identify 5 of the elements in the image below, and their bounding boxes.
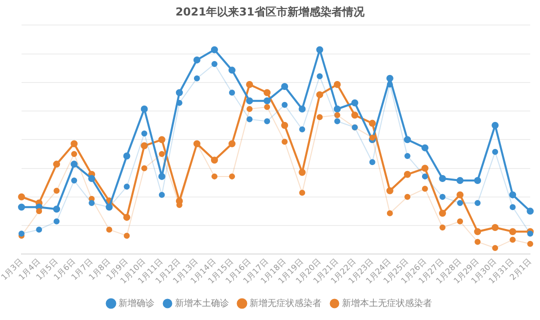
chart-title: 2021年以来31省区市新增感染者情况 [176,5,366,18]
legend-label: 新增无症状感染者 [250,298,322,309]
legend-label: 新增本土确诊 [175,298,229,309]
legend-label: 新增确诊 [118,298,154,309]
legend-label: 新增本土无症状感染者 [342,298,432,309]
